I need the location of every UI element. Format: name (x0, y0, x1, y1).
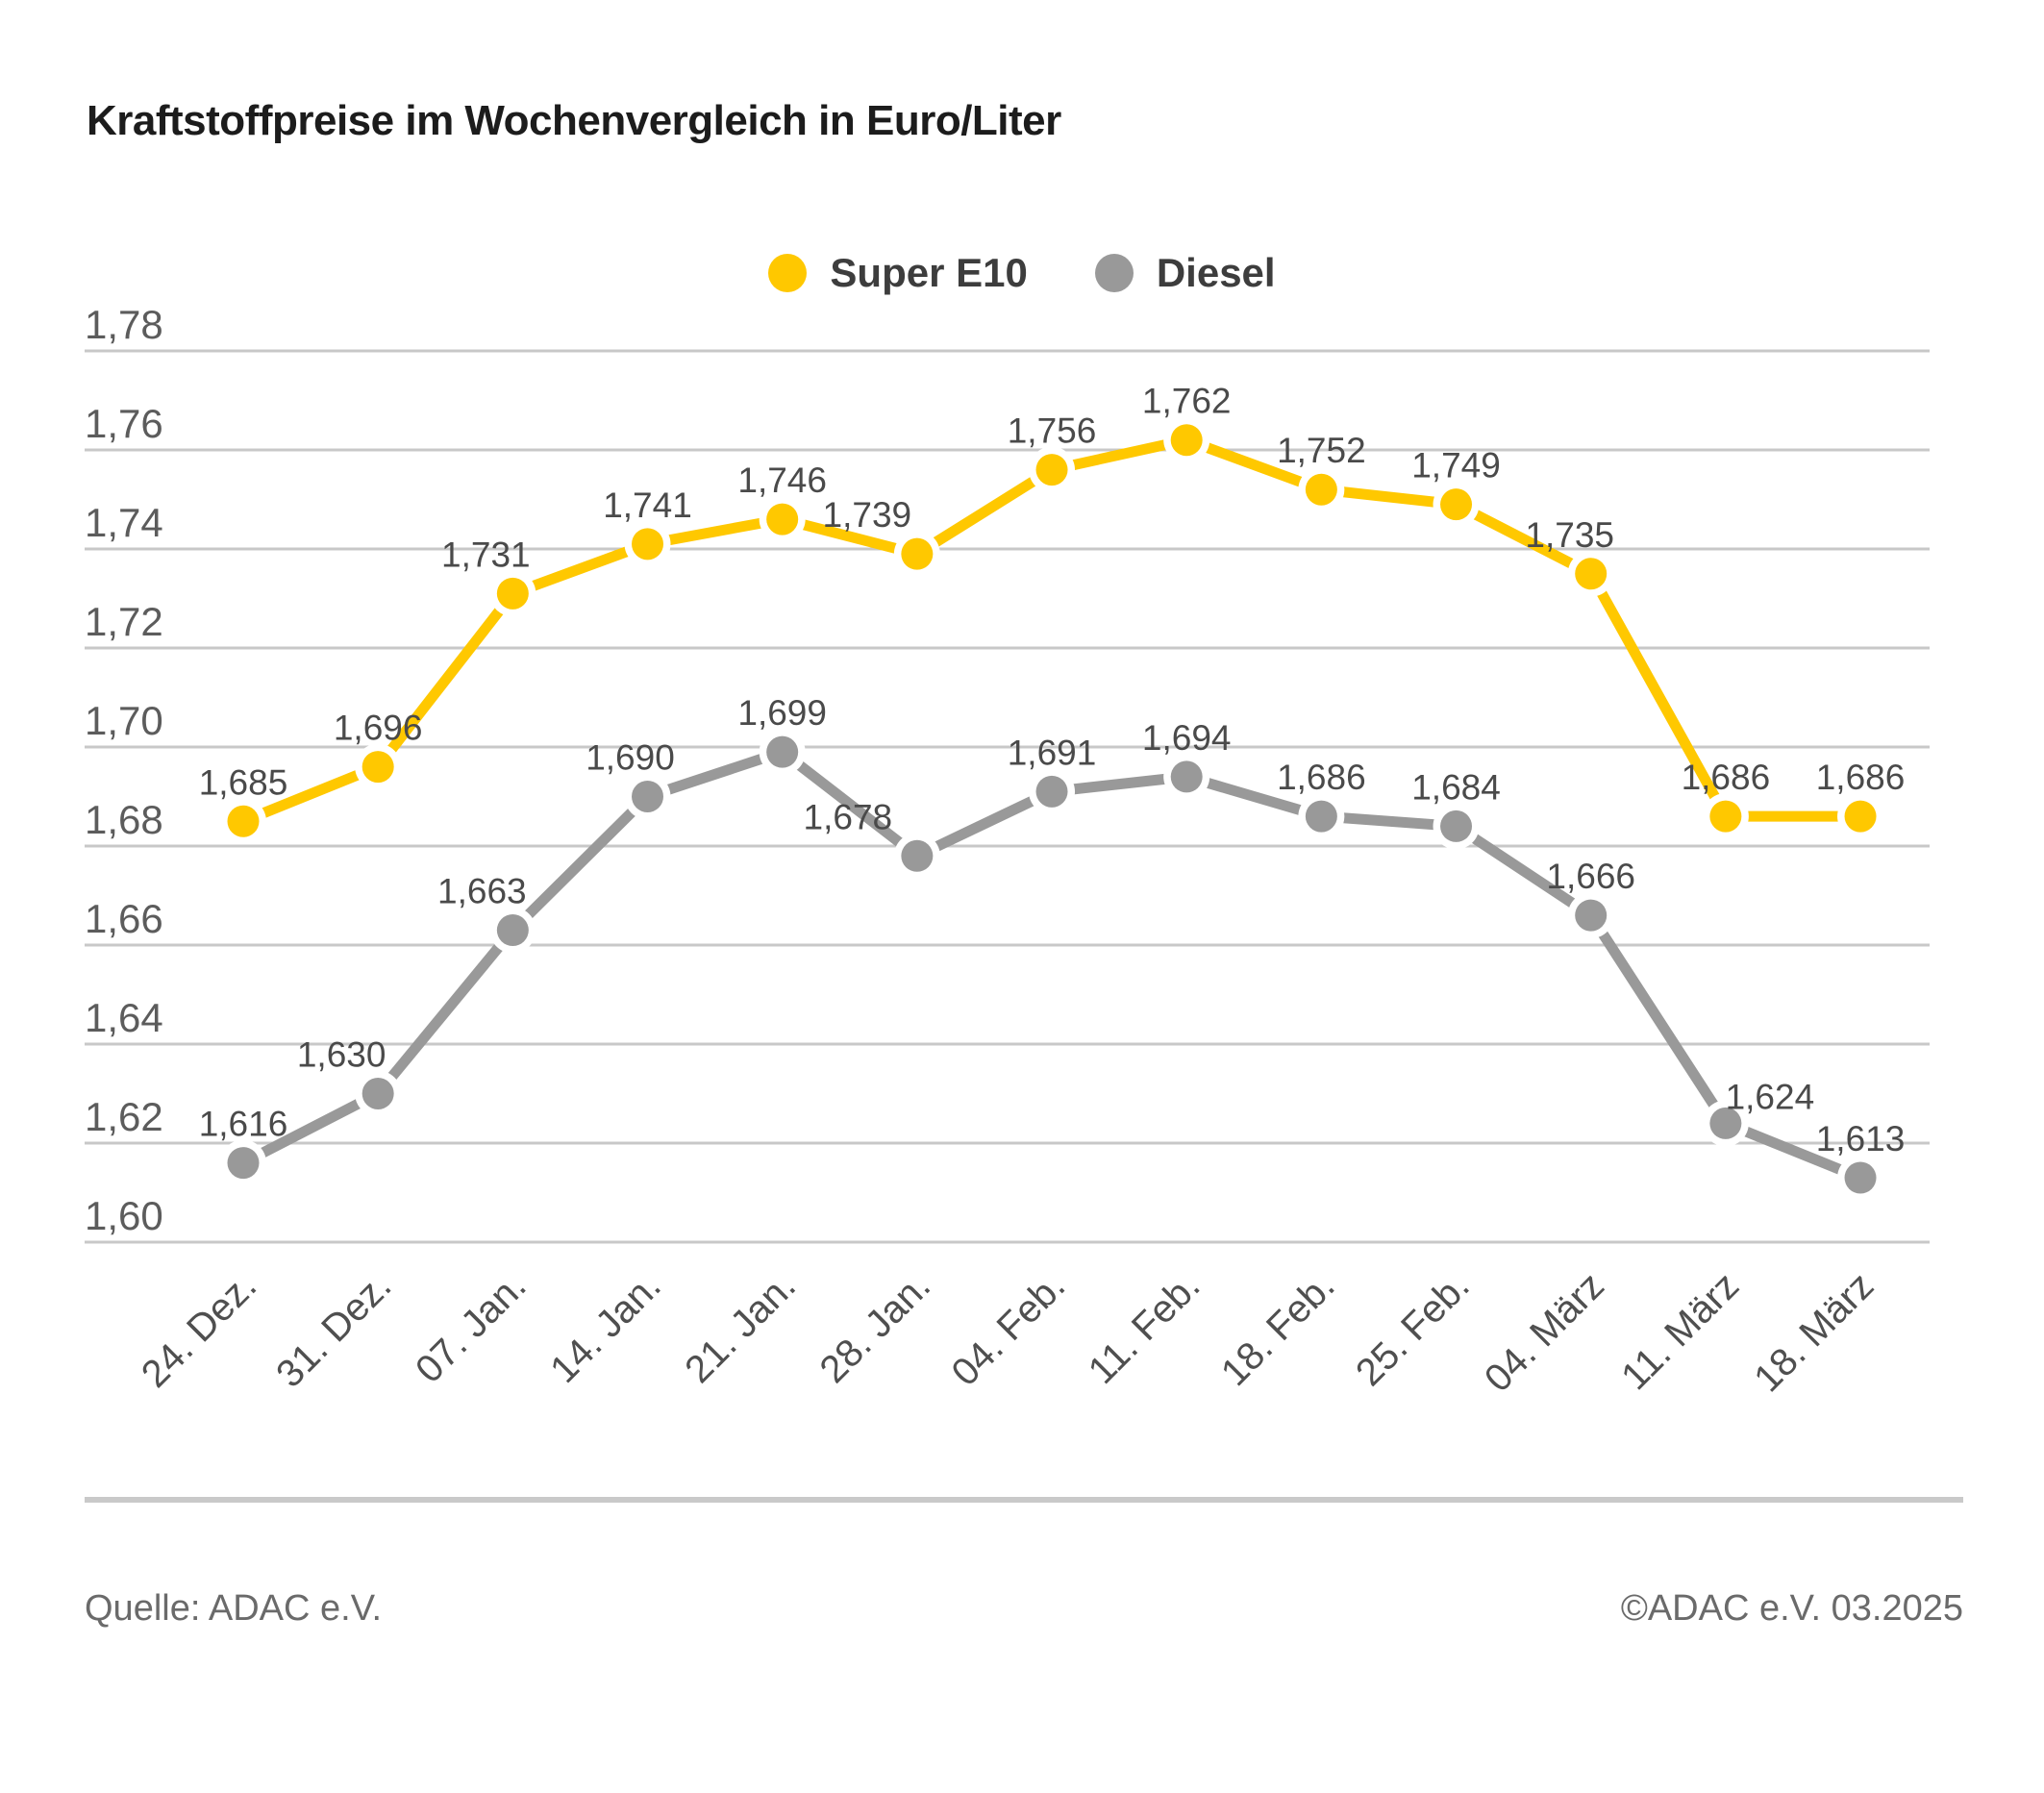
y-axis-tick-label: 1,76 (85, 401, 163, 446)
data-point-label-super-e10: 1,735 (1525, 515, 1614, 555)
data-point-marker-diesel (1170, 760, 1203, 793)
y-axis-tick-label: 1,70 (85, 698, 163, 743)
data-point-label-diesel: 1,684 (1411, 767, 1501, 807)
x-axis-tick-label: 21. Jan. (677, 1264, 804, 1391)
data-point-marker-diesel (901, 839, 934, 872)
data-point-label-super-e10: 1,756 (1008, 411, 1097, 451)
footer: Quelle: ADAC e.V. ©ADAC e.V. 03.2025 (85, 1588, 1963, 1630)
x-axis-tick-label: 11. Feb. (1081, 1264, 1209, 1392)
data-point-label-super-e10: 1,746 (737, 461, 827, 500)
x-axis-tick-label: 18. März (1746, 1264, 1882, 1400)
legend-item-diesel: Diesel (1094, 250, 1276, 296)
data-point-marker-diesel (496, 914, 529, 947)
x-axis-tick-label: 14. Jan. (542, 1264, 669, 1391)
y-axis-tick-label: 1,60 (85, 1193, 163, 1238)
y-axis-tick-label: 1,72 (85, 599, 163, 644)
data-point-marker-diesel (1575, 899, 1608, 932)
data-point-label-diesel: 1,666 (1546, 857, 1635, 896)
source-note: Quelle: ADAC e.V. (85, 1588, 383, 1629)
data-point-marker-super-e10 (1305, 473, 1337, 506)
chart-legend: Super E10 Diesel (0, 250, 2044, 296)
x-axis-tick-label: 18. Feb. (1213, 1264, 1343, 1394)
data-point-label-diesel: 1,630 (297, 1035, 386, 1075)
x-axis-tick-label: 07. Jan. (408, 1264, 535, 1391)
legend-label-diesel: Diesel (1156, 250, 1276, 295)
data-point-marker-super-e10 (227, 805, 260, 837)
data-point-marker-diesel (227, 1147, 260, 1180)
data-point-marker-super-e10 (1575, 558, 1608, 590)
x-axis-tick-label: 11. März (1613, 1264, 1747, 1398)
data-point-marker-diesel (1844, 1161, 1877, 1194)
data-point-label-diesel: 1,616 (199, 1105, 288, 1144)
data-point-marker-super-e10 (901, 537, 934, 570)
data-point-label-super-e10: 1,762 (1142, 382, 1232, 421)
data-point-label-super-e10: 1,741 (603, 486, 692, 525)
legend-item-super-e10: Super E10 (768, 250, 1028, 296)
footer-divider (85, 1497, 1963, 1503)
data-point-marker-super-e10 (496, 577, 529, 610)
legend-label-super-e10: Super E10 (830, 250, 1028, 295)
data-point-marker-diesel (361, 1078, 394, 1109)
fuel-price-line-chart: 1,78 1,76 1,74 1,72 1,70 1,68 1,66 1,64 1,62 1,60… (85, 302, 1930, 1400)
data-point-marker-super-e10 (1709, 800, 1742, 833)
y-axis-tick-label: 1,62 (85, 1094, 163, 1139)
data-point-label-diesel: 1,613 (1816, 1119, 1906, 1158)
chart-title: Kraftstoffpreise im Wochenvergleich in E… (87, 97, 1061, 144)
data-point-label-super-e10: 1,696 (334, 709, 423, 748)
legend-dot-super-e10-icon (768, 254, 808, 292)
data-point-label-diesel: 1,624 (1726, 1077, 1815, 1116)
data-point-label-super-e10: 1,731 (441, 535, 531, 574)
legend-dot-diesel-icon (1094, 254, 1134, 292)
x-axis-tick-label: 28. Jan. (811, 1264, 938, 1391)
y-axis-tick-label: 1,78 (85, 302, 163, 347)
x-axis-tick-label: 31. Dez. (268, 1264, 399, 1395)
series-line-diesel (240, 746, 1863, 1183)
data-point-marker-super-e10 (1035, 454, 1068, 486)
x-axis-tick-label: 04. Feb. (943, 1264, 1073, 1394)
x-axis-tick-label: 25. Feb. (1348, 1264, 1478, 1394)
data-point-marker-super-e10 (766, 503, 799, 535)
y-axis-tick-label: 1,66 (85, 896, 163, 941)
data-point-marker-super-e10 (1440, 488, 1473, 521)
copyright-note: ©ADAC e.V. 03.2025 (1620, 1588, 1963, 1629)
data-point-label-diesel: 1,694 (1142, 718, 1232, 758)
data-point-marker-super-e10 (1844, 800, 1877, 833)
data-point-label-diesel: 1,663 (437, 872, 527, 911)
data-point-label-super-e10: 1,686 (1816, 758, 1906, 797)
x-axis-tick-label: 04. März (1477, 1264, 1612, 1400)
data-point-label-diesel: 1,678 (804, 797, 893, 836)
data-point-label-super-e10: 1,749 (1411, 446, 1501, 486)
data-point-label-diesel: 1,690 (586, 738, 675, 778)
data-point-label-super-e10: 1,752 (1277, 431, 1366, 470)
data-point-marker-diesel (1305, 800, 1337, 833)
y-axis-tick-label: 1,68 (85, 797, 163, 842)
data-point-label-diesel: 1,691 (1008, 733, 1097, 772)
data-point-label-super-e10: 1,739 (823, 495, 912, 535)
data-point-marker-diesel (766, 735, 799, 768)
y-axis-tick-label: 1,74 (85, 500, 163, 545)
data-point-label-super-e10: 1,686 (1682, 758, 1771, 797)
data-point-marker-diesel (1709, 1107, 1742, 1139)
data-point-label-diesel: 1,686 (1277, 758, 1366, 797)
data-point-label-diesel: 1,699 (737, 693, 827, 733)
y-axis-tick-label: 1,64 (85, 995, 163, 1040)
data-point-marker-diesel (1440, 809, 1473, 842)
data-point-marker-super-e10 (1170, 424, 1203, 457)
data-point-marker-super-e10 (632, 528, 664, 560)
data-point-label-super-e10: 1,685 (199, 762, 288, 802)
data-point-marker-diesel (632, 781, 664, 812)
x-axis-tick-label: 24. Dez. (134, 1264, 264, 1395)
data-point-marker-diesel (1035, 775, 1068, 808)
data-point-marker-super-e10 (361, 751, 394, 784)
